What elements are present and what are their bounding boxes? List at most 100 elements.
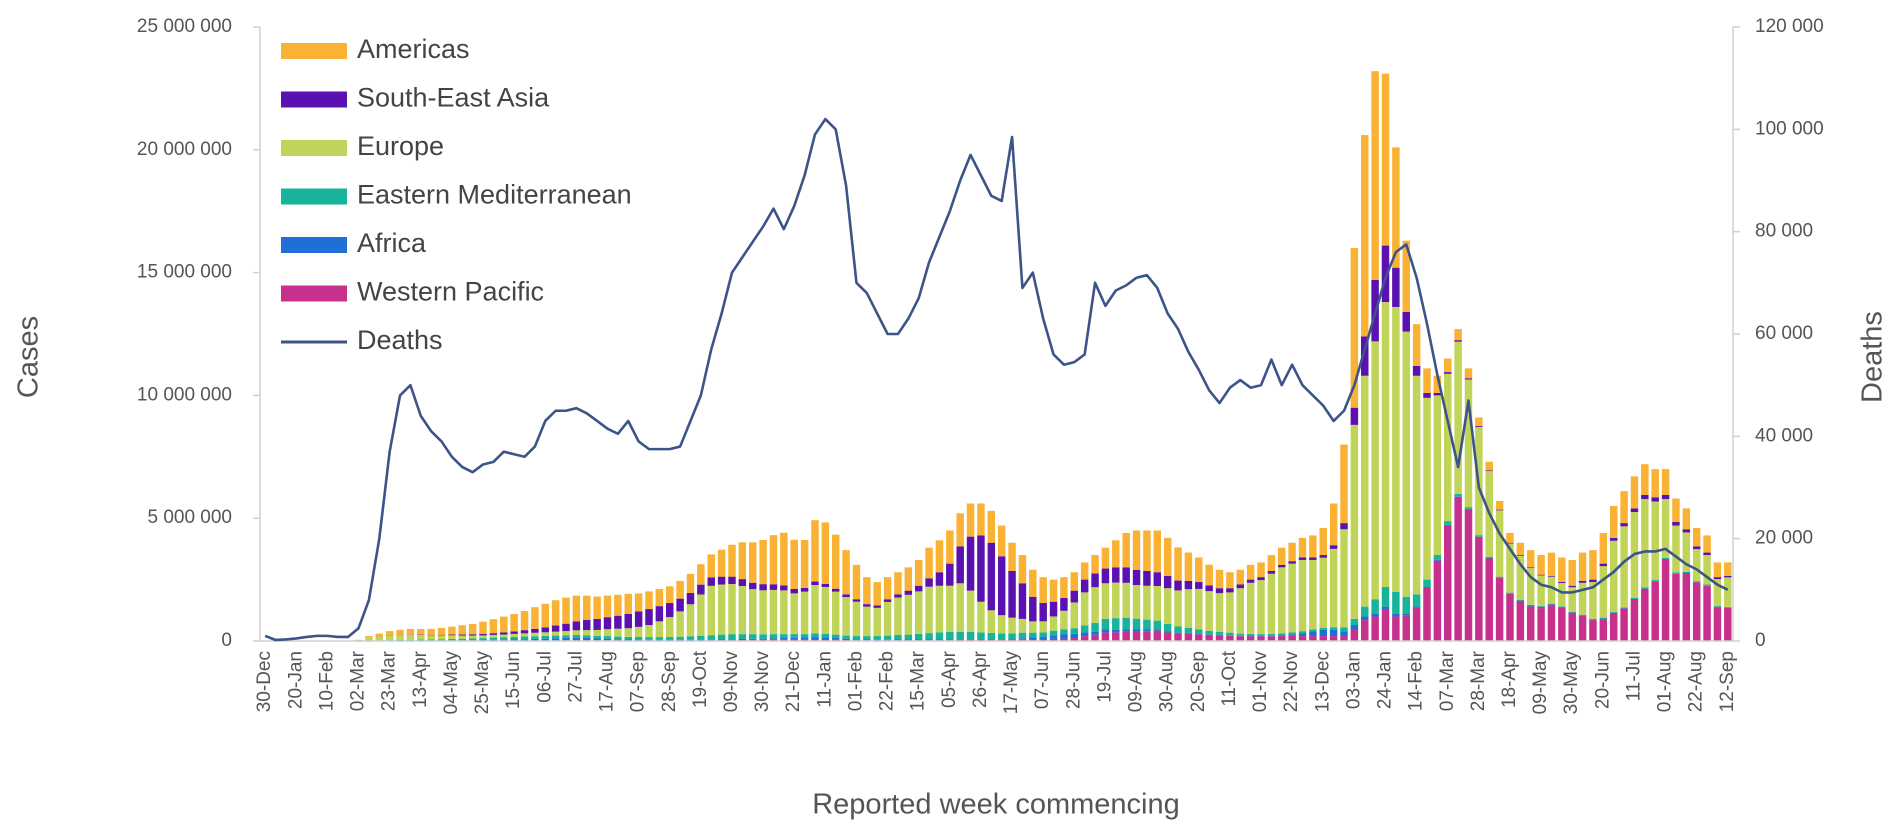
- bar-segment: [759, 634, 766, 638]
- x-tick-label: 28-Sep: [659, 651, 680, 712]
- bar-segment: [915, 560, 922, 586]
- legend-label: Africa: [357, 228, 427, 258]
- bar-segment: [1496, 510, 1503, 511]
- bar-segment: [1672, 572, 1679, 573]
- bar-segment: [1174, 547, 1181, 580]
- bar-segment: [542, 632, 549, 636]
- bar-segment: [614, 639, 621, 640]
- bar-segment: [1091, 635, 1098, 641]
- bar-segment: [386, 636, 393, 640]
- bar-segment: [853, 636, 860, 639]
- bar-segment: [1029, 621, 1036, 632]
- x-tick-label: 30-Nov: [752, 651, 773, 713]
- bar-segment: [1631, 599, 1638, 641]
- bar-segment: [1485, 558, 1492, 641]
- bar-segment: [1413, 366, 1420, 376]
- bar-segment: [832, 638, 839, 640]
- bar-segment: [656, 589, 663, 606]
- bar-segment: [1641, 499, 1648, 587]
- bar-segment: [1050, 616, 1057, 630]
- bar-segment: [1548, 553, 1555, 576]
- bar-segment: [936, 572, 943, 586]
- bar-segment: [1154, 586, 1161, 621]
- bar-segment: [988, 633, 995, 639]
- bar-segment: [1102, 632, 1109, 641]
- bar-segment: [1361, 376, 1368, 607]
- x-tick-label: 07-Mar: [1437, 650, 1458, 711]
- bar-segment: [1413, 607, 1420, 608]
- bar-segment: [1237, 634, 1244, 636]
- bar-segment: [459, 636, 466, 639]
- bar-segment: [1413, 608, 1420, 641]
- bar-segment: [1693, 549, 1700, 581]
- x-tick-label: 20-Sep: [1188, 651, 1209, 712]
- bar-segment: [1683, 572, 1690, 573]
- bar-segment: [1537, 575, 1544, 606]
- bar-segment: [946, 564, 953, 586]
- bar-segment: [1340, 523, 1347, 529]
- x-tick-label: 12-Sep: [1717, 651, 1738, 712]
- bar-segment: [562, 638, 569, 640]
- x-tick-label: 15-Mar: [908, 650, 929, 711]
- bar-segment: [1454, 340, 1461, 341]
- bar-segment: [396, 635, 403, 640]
- bar-segment: [977, 632, 984, 639]
- bar-segment: [770, 535, 777, 584]
- bar-segment: [842, 636, 849, 639]
- bar-segment: [894, 594, 901, 597]
- y2-tick-label: 0: [1755, 630, 1766, 651]
- bar-segment: [1568, 613, 1575, 641]
- bar-segment: [1008, 639, 1015, 640]
- bar-segment: [1651, 580, 1658, 581]
- x-axis-title: Reported week commencing: [812, 789, 1180, 821]
- bar-segment: [967, 639, 974, 640]
- y2-tick-label: 100 000: [1755, 118, 1824, 139]
- bar-segment: [1672, 574, 1679, 641]
- bar-segment: [1019, 555, 1026, 583]
- bar-segment: [1102, 619, 1109, 630]
- bar-segment: [1382, 587, 1389, 607]
- bar-segment: [1029, 638, 1036, 639]
- x-tick-label: 18-Apr: [1499, 650, 1520, 708]
- bar-segment: [708, 635, 715, 639]
- bar-segment: [1631, 508, 1638, 512]
- bar-segment: [863, 607, 870, 636]
- bar-segment: [552, 626, 559, 632]
- bar-segment: [842, 550, 849, 594]
- bar-segment: [1081, 592, 1088, 625]
- bar-segment: [1371, 71, 1378, 280]
- legend-label: South-East Asia: [357, 83, 550, 113]
- bar-segment: [1444, 372, 1451, 374]
- bar-segment: [687, 636, 694, 640]
- bar-segment: [739, 634, 746, 639]
- bar-segment: [1465, 379, 1472, 507]
- bar-segment: [1299, 633, 1306, 636]
- bar-segment: [956, 583, 963, 631]
- bar-segment: [1019, 638, 1026, 639]
- bar-segment: [1060, 629, 1067, 634]
- bar-segment: [676, 637, 683, 640]
- x-tick-label: 26-Apr: [970, 650, 991, 708]
- bar-segment: [728, 584, 735, 634]
- x-tick-label: 17-Aug: [597, 651, 618, 712]
- bar-segment: [500, 637, 507, 639]
- bar-segment: [1039, 577, 1046, 603]
- bar-segment: [490, 633, 497, 635]
- bar-segment: [1444, 359, 1451, 373]
- y2-axis-title: Deaths: [1857, 311, 1889, 403]
- bar-segment: [448, 627, 455, 635]
- bar-segment: [770, 584, 777, 590]
- bar-segment: [1340, 631, 1347, 636]
- bar-segment: [1620, 609, 1627, 641]
- bar-segment: [1517, 601, 1524, 602]
- bar-segment: [604, 617, 611, 629]
- bar-segment: [1226, 636, 1233, 641]
- bar-segment: [1548, 605, 1555, 641]
- bar-segment: [1413, 324, 1420, 366]
- bar-segment: [1091, 587, 1098, 623]
- bar-segment: [811, 637, 818, 639]
- bar-segment: [635, 593, 642, 611]
- x-tick-label: 30-Dec: [254, 651, 275, 712]
- bar-segment: [988, 543, 995, 611]
